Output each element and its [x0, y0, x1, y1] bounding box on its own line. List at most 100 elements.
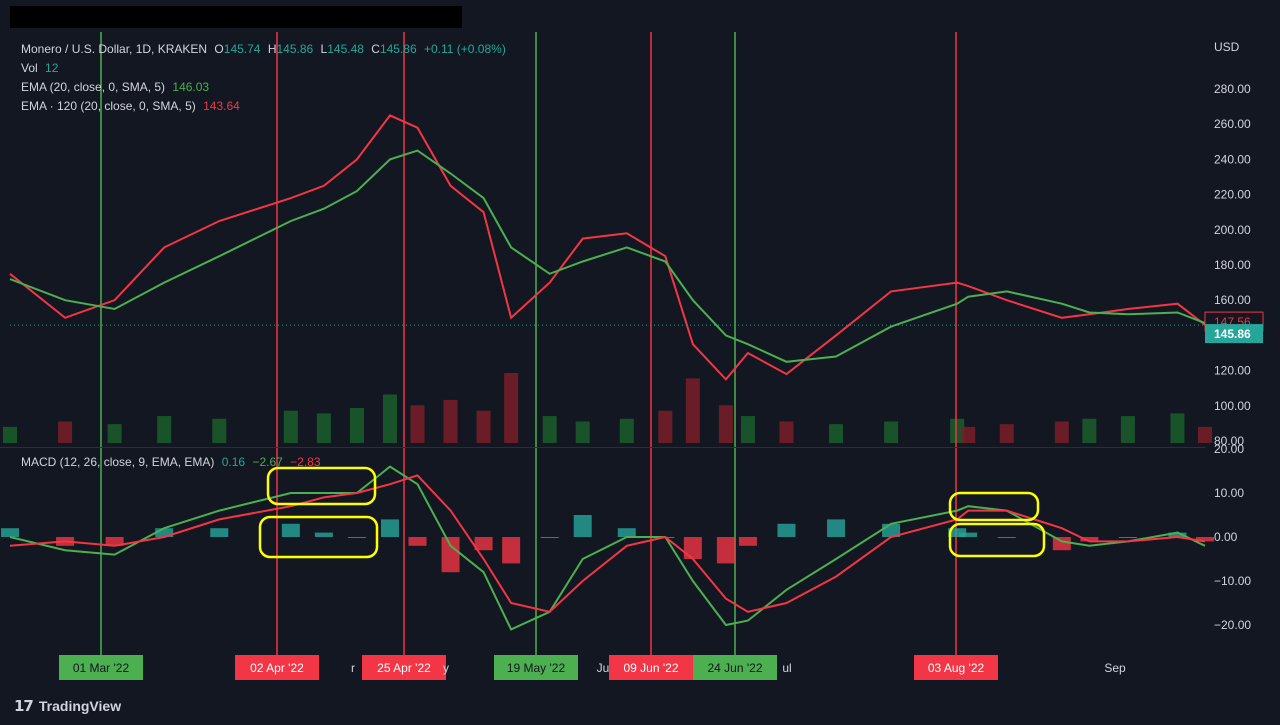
ema-slow-label: EMA · 120 (20, close, 0, SMA, 5) — [21, 99, 196, 113]
volume-bar — [542, 416, 557, 443]
close-label: C — [371, 42, 380, 56]
highlight-ovals — [258, 466, 1046, 559]
highlight-oval — [258, 515, 379, 559]
low-label: L — [320, 42, 328, 56]
volume-bar — [779, 421, 794, 443]
macd-signal-value: −2.83 — [290, 455, 321, 469]
macd-tick-label: 20.00 — [1214, 442, 1244, 456]
marker-label-box — [494, 655, 578, 680]
redacted-bar — [10, 6, 462, 28]
macd-histogram-bar — [1196, 537, 1214, 542]
high-value: 145.86 — [276, 42, 314, 56]
macd-tick-label: 10.00 — [1214, 486, 1244, 500]
volume-bar — [1082, 418, 1097, 443]
volume-bar — [619, 418, 634, 443]
volume-bar — [685, 378, 700, 443]
x-tick-label: ul — [782, 661, 791, 675]
vertical-markers — [100, 32, 957, 655]
volume-bar — [884, 421, 899, 443]
brand-name: TradingView — [38, 698, 122, 714]
macd-histogram-bar — [540, 537, 559, 538]
macd-line-value: −2.67 — [252, 455, 283, 469]
macd-histogram-bar — [777, 523, 796, 537]
macd-histogram-bar — [474, 537, 493, 551]
macd-histogram-bar — [617, 528, 636, 537]
price-tick-label: 220.00 — [1214, 188, 1251, 202]
macd-hist-value: 0.16 — [221, 455, 246, 469]
ema-slow-legend[interactable]: EMA · 120 (20, close, 0, SMA, 5) 143.64 — [21, 97, 244, 116]
volume-bar — [961, 426, 976, 443]
volume-legend[interactable]: Vol 12 — [21, 59, 62, 78]
volume-label: Vol — [21, 61, 38, 75]
macd-legend[interactable]: MACD (12, 26, close, 9, EMA, EMA) 0.16 −… — [21, 453, 325, 472]
volume-bar — [212, 418, 227, 443]
macd-histogram-bar — [683, 537, 702, 559]
ema-fast-legend[interactable]: EMA (20, close, 0, SMA, 5) 146.03 — [21, 78, 213, 97]
volume-bar — [107, 424, 122, 443]
price-tick-label: 100.00 — [1214, 399, 1251, 413]
macd-histogram-bar — [948, 528, 967, 537]
macd-histogram-bar — [380, 519, 399, 537]
price-tick-label: 240.00 — [1214, 152, 1251, 166]
ema-line — [9, 149, 1206, 363]
volume-bar — [349, 408, 364, 443]
macd-histogram-bar — [281, 523, 300, 537]
x-tick-label: Ju — [597, 661, 610, 675]
price-tick-label: 80.00 — [1214, 434, 1244, 448]
currency-label[interactable]: USD — [1214, 40, 1240, 54]
x-axis: 01 Mar '22 02 Apr '22 25 Apr '22 19 May '22… — [59, 655, 1126, 680]
macd-tick-label: −10.00 — [1214, 574, 1251, 588]
last-price-tag — [1205, 324, 1263, 344]
macd-histogram-bar — [716, 537, 735, 564]
price-tick-label: 200.00 — [1214, 223, 1251, 237]
macd-histogram-bar — [827, 519, 846, 537]
y-axis: 280.00 260.00 240.00 220.00 200.00 180.00 160.… — [1204, 82, 1264, 632]
volume-bar — [658, 410, 673, 443]
tradingview-logo[interactable]: 17 TradingView — [14, 697, 121, 715]
marker-label: 02 Apr '22 — [250, 661, 304, 675]
pane-separator[interactable] — [0, 447, 1205, 448]
price-tick-label: 160.00 — [1214, 293, 1251, 307]
macd-histogram-bar — [314, 532, 333, 537]
macd-histogram-bar — [738, 537, 757, 546]
volume-value: 12 — [45, 61, 59, 75]
macd-histogram-bar — [573, 515, 592, 537]
low-value: 145.48 — [327, 42, 364, 56]
macd-histogram-bar — [210, 528, 229, 537]
volume-bar — [410, 405, 425, 443]
volume-bar — [157, 416, 172, 443]
volume-bar — [476, 410, 491, 443]
highlight-oval — [948, 491, 1040, 522]
volume-bar — [1054, 421, 1069, 443]
x-tick-label: y — [443, 661, 449, 675]
volume-bar — [1120, 416, 1135, 443]
symbol-legend[interactable]: Monero / U.S. Dollar, 1D, KRAKEN O145.74… — [21, 40, 510, 59]
volume-bar — [443, 399, 458, 443]
marker-label: 24 Jun '22 — [707, 661, 762, 675]
marker-label-box — [362, 655, 446, 680]
price-tick-label: 280.00 — [1214, 82, 1251, 96]
macd-histogram-bar — [959, 532, 978, 537]
volume-bar — [829, 424, 844, 443]
marker-label-box — [693, 655, 777, 680]
marker-label: 25 Apr '22 — [377, 661, 431, 675]
macd-histogram-bar — [155, 528, 174, 537]
volume-bar — [3, 426, 17, 443]
highlight-oval — [948, 522, 1046, 558]
high-label: H — [267, 42, 277, 56]
marker-label-box — [609, 655, 693, 680]
price-lines — [9, 114, 1206, 381]
macd-signal-line — [9, 474, 1206, 613]
macd-pane — [1, 465, 1214, 631]
volume-bar — [316, 413, 331, 443]
macd-histogram-bar — [441, 537, 460, 573]
volume-bar — [1170, 413, 1185, 443]
macd-histogram-bar — [1, 528, 19, 537]
marker-label-box — [235, 655, 319, 680]
tradingview-icon: 17 — [14, 697, 34, 715]
ema-slow-value: 143.64 — [203, 99, 240, 113]
macd-tick-label: 0.00 — [1214, 530, 1238, 544]
close-value: 145.86 — [379, 42, 417, 56]
symbol-name[interactable]: Monero / U.S. Dollar, 1D, KRAKEN — [21, 42, 208, 56]
